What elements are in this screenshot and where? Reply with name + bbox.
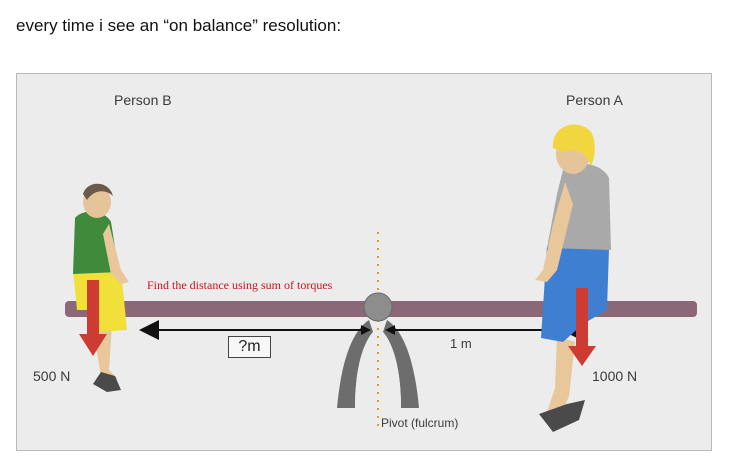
torque-annotation: Find the distance using sum of torques [147,278,333,292]
force-a-label: 1000 N [592,368,638,384]
distance-arrow-mid-right-head [385,325,395,335]
pivot-label: Pivot (fulcrum) [381,416,459,430]
person-b-label: Person B [114,92,172,108]
distance-arrow-mid-left-head [361,325,371,335]
fulcrum-stand [337,320,419,408]
force-b-label: 500 N [33,368,71,384]
force-arrow-b [79,280,107,356]
person-b-figure [73,183,129,392]
seesaw-torque-diagram: Person B Person A Find the distance usin… [16,73,712,451]
force-arrow-a [568,288,596,366]
unknown-distance-label: ?m [238,338,261,355]
unknown-distance-box: ?m [228,336,271,358]
person-a-figure [535,124,611,432]
pivot-ball [363,292,393,322]
person-a-label: Person A [566,92,623,108]
known-distance-label: 1 m [450,336,472,351]
post-caption: every time i see an “on balance” resolut… [16,16,342,35]
seesaw-illustration [65,124,697,432]
